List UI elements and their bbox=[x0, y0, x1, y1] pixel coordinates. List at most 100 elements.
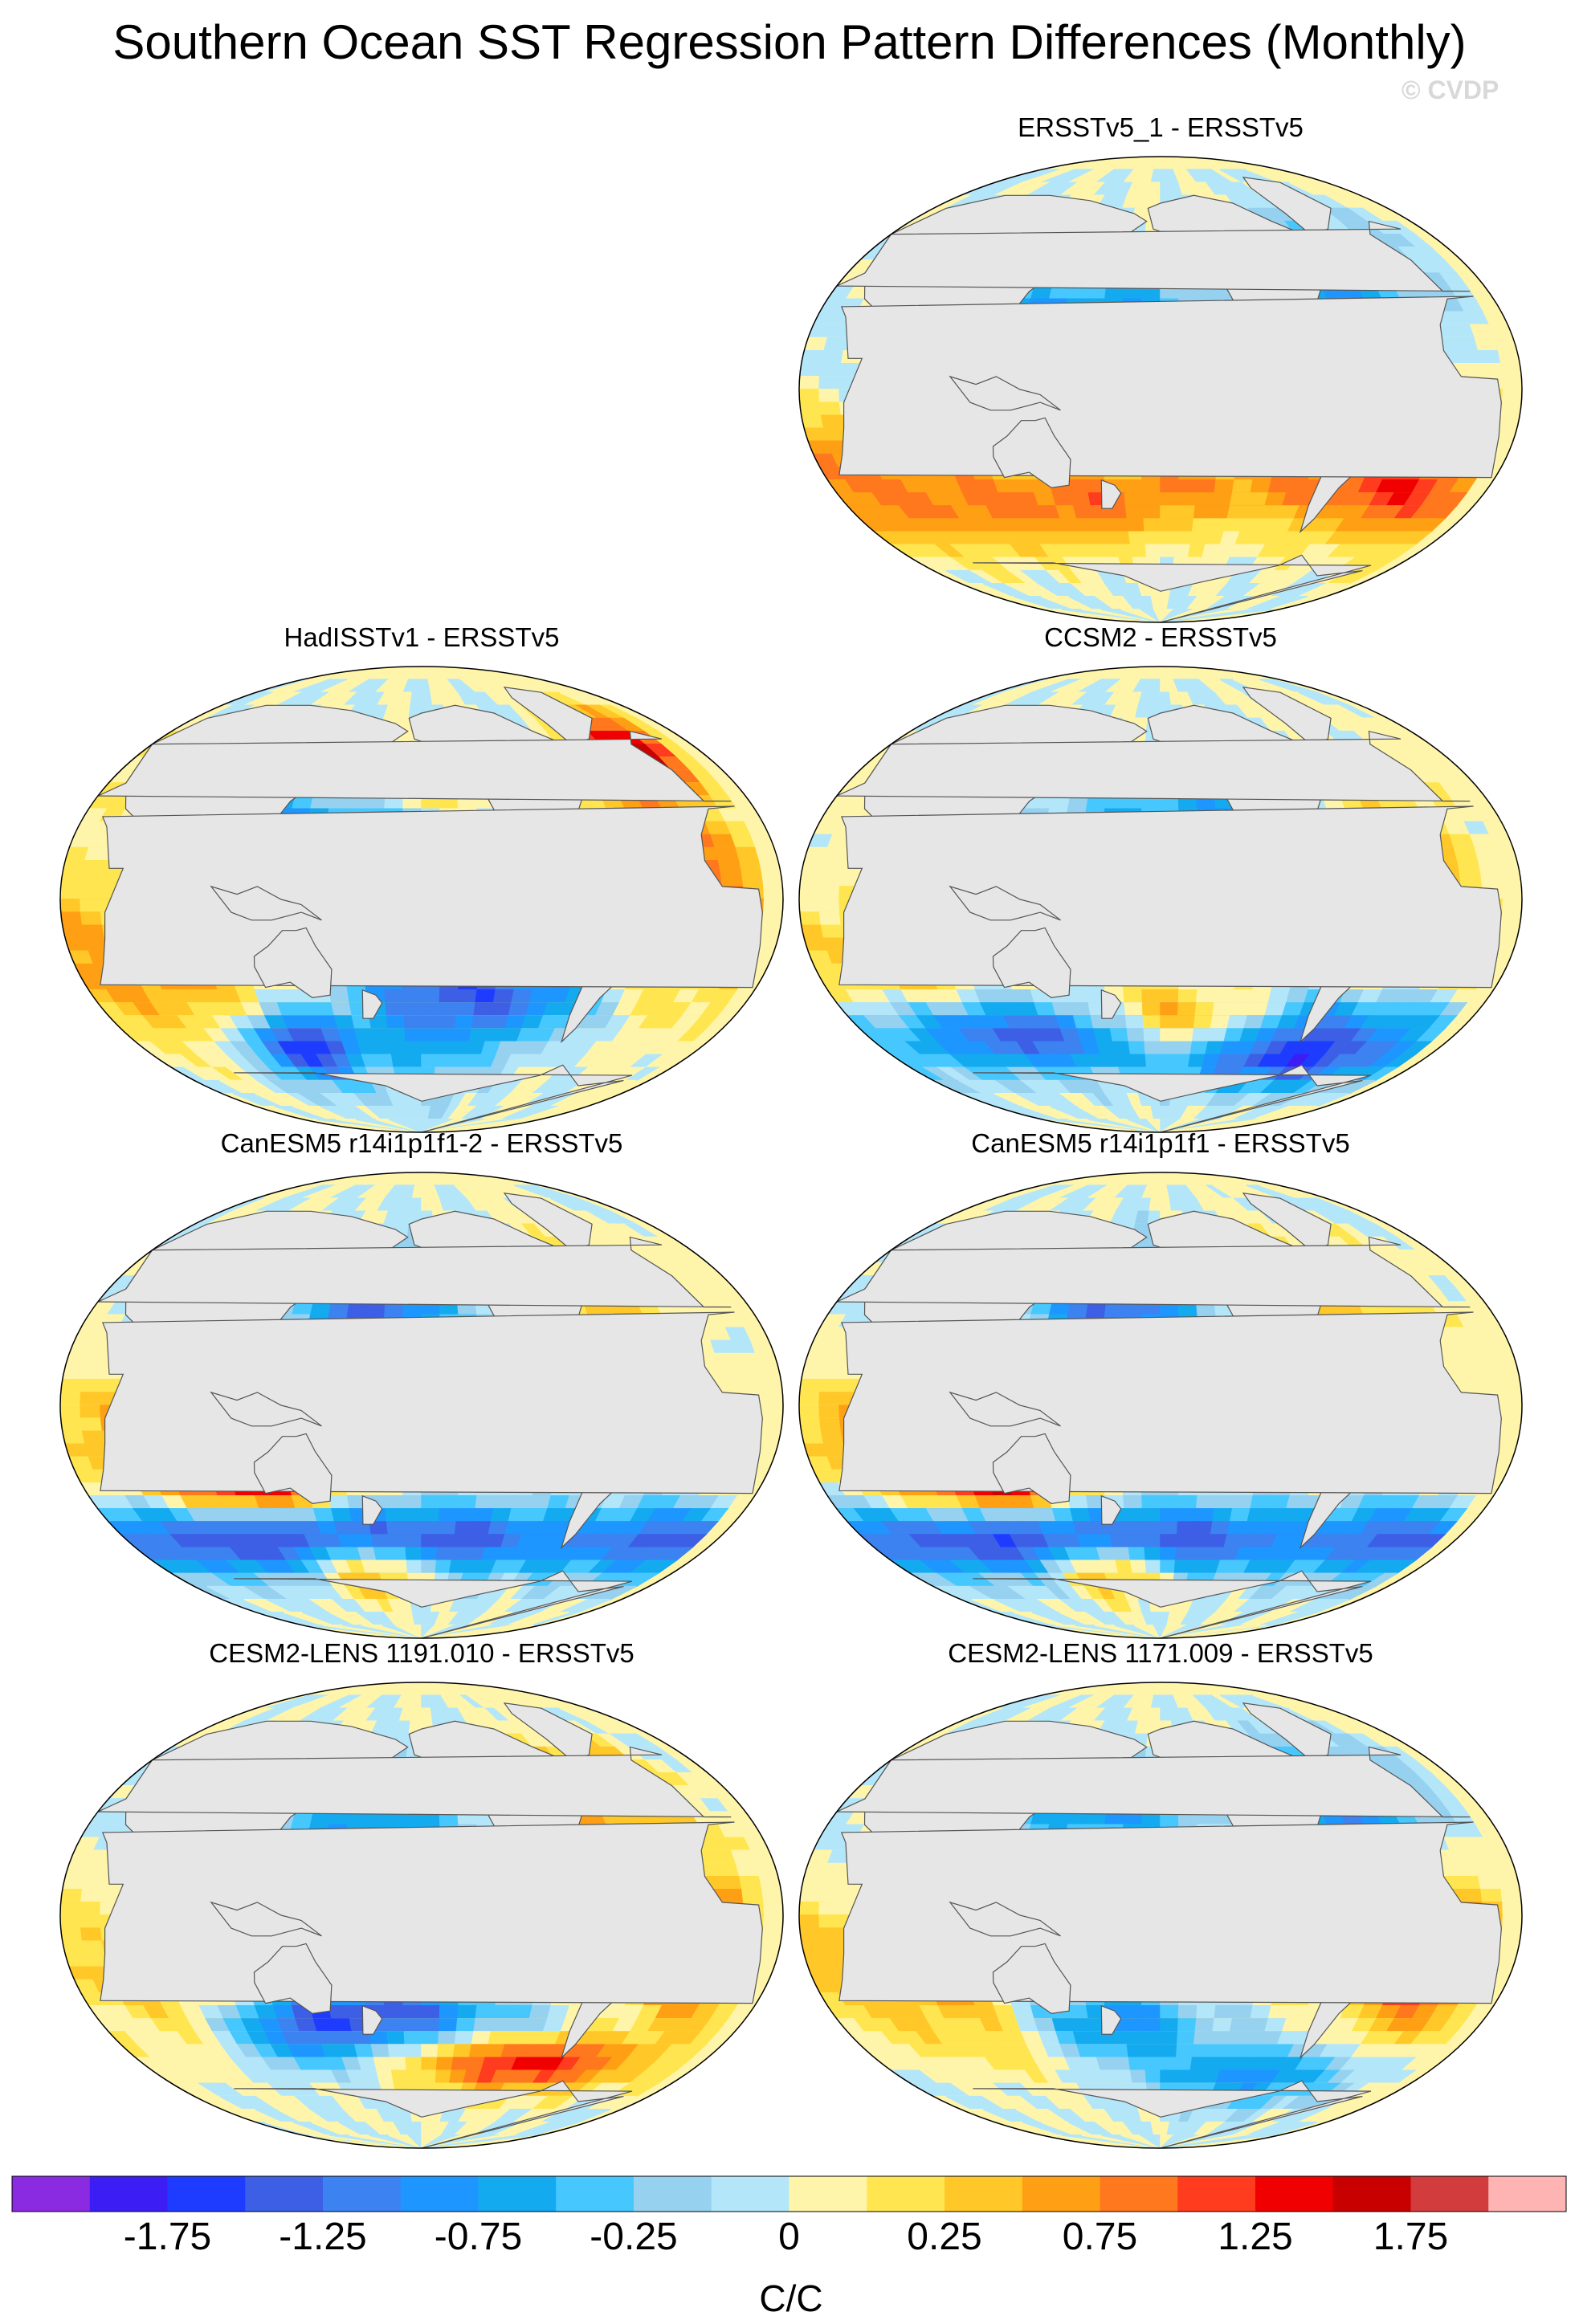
map-border bbox=[798, 1682, 1523, 2149]
map-border bbox=[798, 156, 1523, 623]
colorbar-tick-label: 0.25 bbox=[907, 2216, 982, 2258]
land-indonesia bbox=[949, 885, 1061, 921]
map-cesm2-1191 bbox=[59, 1682, 784, 2149]
anomaly-field bbox=[799, 157, 1522, 622]
colorbar bbox=[11, 2175, 1567, 2212]
land-africa bbox=[838, 296, 1502, 479]
land-nz bbox=[1100, 989, 1122, 1019]
land-greenland bbox=[1242, 1702, 1332, 1761]
land-greenland bbox=[503, 1702, 593, 1761]
land-eurasiaW bbox=[97, 1746, 732, 1818]
colorbar-swatch bbox=[167, 2176, 246, 2212]
colorbar-tick-label: -0.25 bbox=[590, 2216, 678, 2258]
land-australia bbox=[992, 1943, 1071, 2015]
land-nz bbox=[361, 989, 383, 1019]
land-nz bbox=[361, 2004, 383, 2035]
colorbar-swatch bbox=[634, 2176, 712, 2212]
land-antarctica bbox=[234, 1570, 633, 1638]
land-greenland bbox=[1242, 177, 1332, 235]
map-erssstv5-1 bbox=[798, 156, 1523, 623]
land-nz bbox=[361, 1494, 383, 1525]
land-antarctica bbox=[973, 1570, 1372, 1638]
colorbar-swatch bbox=[1332, 2176, 1411, 2212]
land-africa bbox=[100, 805, 763, 989]
map-ccsm2 bbox=[798, 666, 1523, 1133]
land-australia bbox=[253, 1433, 333, 1505]
colorbar-tick-label: 0.75 bbox=[1062, 2216, 1138, 2258]
colorbar-swatch bbox=[400, 2176, 479, 2212]
land-indonesia bbox=[949, 375, 1061, 411]
land-antarctica bbox=[973, 1064, 1372, 1132]
panel-title: HadISSTv1 - ERSSTv5 bbox=[284, 622, 560, 652]
panel-title: CESM2-LENS 1171.009 - ERSSTv5 bbox=[948, 1638, 1373, 1668]
map-border bbox=[59, 1682, 784, 2149]
land-antarctica bbox=[234, 1064, 633, 1132]
colorbar-swatch bbox=[323, 2176, 402, 2212]
land-africa bbox=[838, 1311, 1502, 1494]
map-canesm5-2 bbox=[59, 1172, 784, 1639]
colorbar-swatch bbox=[1255, 2176, 1334, 2212]
panel-canesm5-2: CanESM5 r14i1p1f1-2 - ERSSTv5 bbox=[56, 1128, 787, 1658]
land-africa bbox=[838, 1821, 1502, 2004]
land-eurasiaW bbox=[97, 1236, 732, 1308]
cvdp-credit: © CVDP bbox=[1402, 75, 1499, 104]
colorbar-tick-label: -0.75 bbox=[434, 2216, 523, 2258]
land-indonesia bbox=[210, 1391, 322, 1427]
land-africa bbox=[838, 805, 1502, 989]
land-nz bbox=[1100, 1494, 1122, 1525]
land-indonesia bbox=[210, 885, 322, 921]
land-nz bbox=[1100, 2004, 1122, 2035]
panel-title: ERSSTv5_1 - ERSSTv5 bbox=[1018, 112, 1304, 142]
panel-title: CanESM5 r14i1p1f1 - ERSSTv5 bbox=[971, 1128, 1350, 1158]
colorbar-swatch bbox=[89, 2176, 168, 2212]
map-border bbox=[59, 666, 784, 1133]
colorbar-swatch bbox=[789, 2176, 867, 2212]
colorbar-swatch bbox=[478, 2176, 557, 2212]
land-greenland bbox=[503, 1193, 593, 1251]
land-eurasiaW bbox=[836, 1746, 1471, 1818]
panel-hadisstv1: HadISSTv1 - ERSSTv5 bbox=[56, 622, 787, 1152]
colorbar-tick-label: -1.75 bbox=[123, 2216, 212, 2258]
land-australia bbox=[992, 927, 1071, 999]
map-border bbox=[798, 666, 1523, 1133]
land-indonesia bbox=[949, 1391, 1061, 1427]
panel-erssstv5-1: ERSSTv5_1 - ERSSTv5 bbox=[795, 112, 1526, 642]
colorbar-swatch bbox=[1410, 2176, 1489, 2212]
colorbar-swatch bbox=[1177, 2176, 1256, 2212]
land-africa bbox=[100, 1821, 763, 2004]
land-australia bbox=[992, 417, 1071, 489]
panel-title: CanESM5 r14i1p1f1-2 - ERSSTv5 bbox=[220, 1128, 623, 1158]
land-greenland bbox=[1242, 687, 1332, 745]
land-australia bbox=[253, 1943, 333, 2015]
land-eurasiaW bbox=[836, 730, 1471, 802]
land-antarctica bbox=[973, 2080, 1372, 2148]
land-eurasiaW bbox=[836, 220, 1471, 292]
colorbar-swatch bbox=[867, 2176, 945, 2212]
colorbar-swatch bbox=[1022, 2176, 1100, 2212]
map-cesm2-1171 bbox=[798, 1682, 1523, 2149]
map-canesm5 bbox=[798, 1172, 1523, 1639]
panel-canesm5: CanESM5 r14i1p1f1 - ERSSTv5 bbox=[795, 1128, 1526, 1658]
land-antarctica bbox=[234, 2080, 633, 2148]
colorbar-swatch bbox=[556, 2176, 634, 2212]
colorbar-tick-label: -1.25 bbox=[279, 2216, 367, 2258]
colorbar-tick-label: 1.25 bbox=[1218, 2216, 1293, 2258]
colorbar-swatch bbox=[1488, 2176, 1567, 2212]
map-border bbox=[59, 1172, 784, 1639]
colorbar-tick-label: 0 bbox=[778, 2216, 800, 2258]
panel-title: CCSM2 - ERSSTv5 bbox=[1044, 622, 1277, 652]
anomaly-field bbox=[60, 1172, 783, 1638]
land-australia bbox=[253, 927, 333, 999]
land-indonesia bbox=[210, 1901, 322, 1937]
panel-ccsm2: CCSM2 - ERSSTv5 bbox=[795, 622, 1526, 1152]
units-label: C/C bbox=[759, 2277, 823, 2319]
colorbar-tick-label: 1.75 bbox=[1373, 2216, 1449, 2258]
land-eurasiaW bbox=[836, 1236, 1471, 1308]
figure-title: Southern Ocean SST Regression Pattern Di… bbox=[112, 15, 1467, 69]
colorbar-swatch bbox=[945, 2176, 1023, 2212]
colorbar-swatch bbox=[711, 2176, 790, 2212]
map-border bbox=[798, 1172, 1523, 1639]
colorbar-swatch bbox=[12, 2176, 91, 2212]
map-hadisstv1 bbox=[59, 666, 784, 1133]
colorbar-swatch bbox=[245, 2176, 324, 2212]
